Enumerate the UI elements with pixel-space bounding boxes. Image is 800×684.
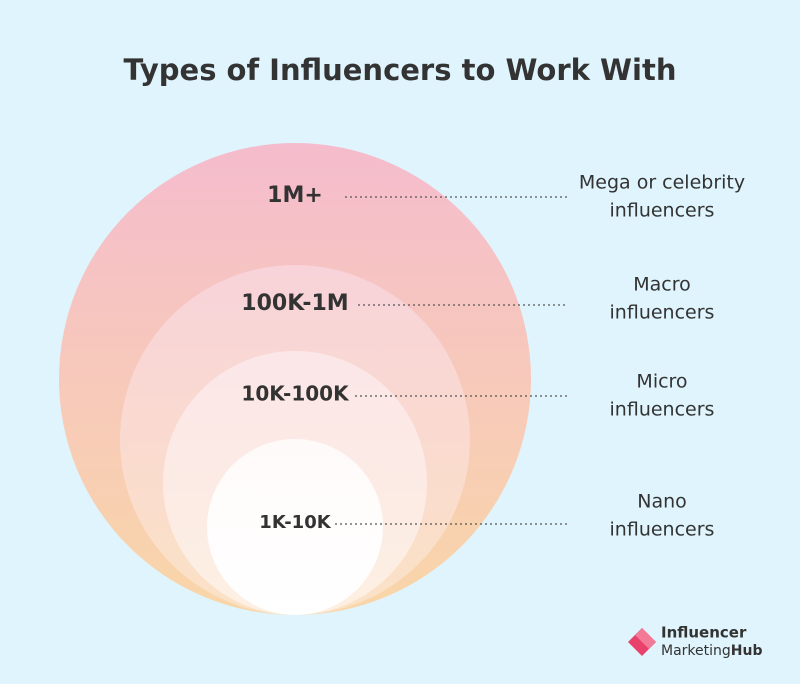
tier-name: influencers: [610, 519, 715, 541]
tier-range: 100K-1M: [241, 291, 348, 316]
tier-name: influencers: [610, 302, 715, 324]
logo-text: Influencer: [661, 624, 747, 642]
circles: [59, 143, 531, 615]
logo-text: MarketingHub: [661, 643, 763, 659]
logo-icon-shade: [635, 628, 656, 649]
tier-name: influencers: [610, 200, 715, 222]
logo: Influencer MarketingHub: [628, 624, 763, 659]
logo-text: Marketing: [661, 643, 731, 659]
tier-name: Macro: [633, 274, 691, 296]
logo-text: Hub: [731, 643, 763, 659]
tier-name: Micro: [636, 371, 687, 393]
tier-name: Nano: [637, 491, 687, 513]
title: Types of Influencers to Work With: [124, 53, 677, 87]
tier-range: 1K-10K: [259, 512, 331, 533]
tier-name: influencers: [610, 399, 715, 421]
tier-name: Mega or celebrity: [579, 172, 745, 194]
tier-circle: [207, 439, 383, 615]
tier-range: 10K-100K: [241, 382, 350, 406]
tier-range: 1M+: [267, 183, 323, 208]
